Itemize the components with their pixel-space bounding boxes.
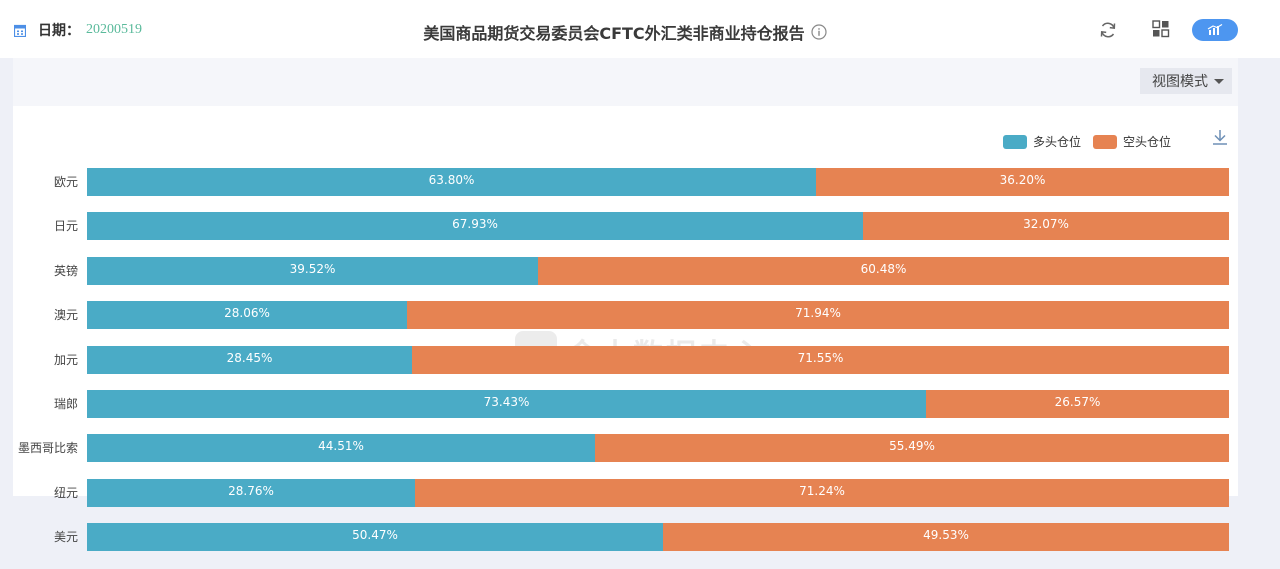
- category-label: 墨西哥比索: [17, 441, 78, 455]
- category-label: 纽元: [53, 486, 78, 500]
- bar-short[interactable]: [863, 212, 1229, 240]
- calendar-icon: [14, 24, 26, 37]
- bar-long[interactable]: [87, 301, 407, 329]
- chart-view-icon: [1207, 24, 1223, 35]
- legend-label-long: 多头仓位: [1033, 135, 1082, 149]
- date-label: 日期：: [38, 23, 80, 39]
- top-bar: 日期： 20200519 美国商品期货交易委员会CFTC外汇类非商业持仓报告: [0, 0, 1280, 58]
- download-icon[interactable]: [1211, 128, 1229, 146]
- caret-down-icon: [1214, 78, 1224, 84]
- category-label: 瑞郎: [53, 397, 78, 411]
- legend-item-short[interactable]: 空头仓位: [1093, 133, 1171, 150]
- date-value[interactable]: 20200519: [86, 22, 142, 37]
- bar-short[interactable]: [538, 257, 1229, 285]
- bar-long[interactable]: [87, 346, 412, 374]
- bar-long[interactable]: [87, 434, 595, 462]
- bar-short[interactable]: [595, 434, 1229, 462]
- bar-short[interactable]: [663, 523, 1229, 551]
- panel-header: 视图模式: [13, 58, 1238, 106]
- category-label: 加元: [53, 353, 78, 367]
- page-title: 美国商品期货交易委员会CFTC外汇类非商业持仓报告: [423, 24, 805, 43]
- bar-long[interactable]: [87, 523, 663, 551]
- bar-short[interactable]: [415, 479, 1229, 507]
- category-label: 美元: [53, 530, 78, 544]
- info-icon[interactable]: [811, 24, 827, 40]
- bar-long[interactable]: [87, 390, 926, 418]
- refresh-icon[interactable]: [1098, 20, 1118, 40]
- bar-short[interactable]: [407, 301, 1229, 329]
- view-mode-label: 视图模式: [1152, 74, 1208, 90]
- bar-long[interactable]: [87, 212, 863, 240]
- bar-long[interactable]: [87, 479, 415, 507]
- date-display: 日期： 20200519: [14, 20, 142, 40]
- category-label: 欧元: [53, 175, 78, 189]
- legend-item-long[interactable]: 多头仓位: [1003, 133, 1081, 150]
- grid-view-icon[interactable]: [1152, 20, 1170, 38]
- bar-short[interactable]: [816, 168, 1229, 196]
- title-area: 美国商品期货交易委员会CFTC外汇类非商业持仓报告: [0, 20, 1250, 44]
- chart-legend: 多头仓位 空头仓位: [1003, 133, 1183, 150]
- bar-short[interactable]: [412, 346, 1229, 374]
- bar-short[interactable]: [926, 390, 1229, 418]
- category-label: 英镑: [53, 264, 78, 278]
- category-label: 日元: [53, 219, 78, 233]
- category-label: 澳元: [53, 308, 78, 322]
- legend-swatch-short: [1093, 134, 1118, 149]
- bar-long[interactable]: [87, 168, 816, 196]
- legend-swatch-long: [1003, 134, 1027, 149]
- chart-view-button[interactable]: [1192, 19, 1238, 41]
- bar-long[interactable]: [87, 257, 538, 285]
- view-mode-dropdown[interactable]: 视图模式: [1140, 68, 1232, 94]
- legend-label-short: 空头仓位: [1123, 135, 1172, 149]
